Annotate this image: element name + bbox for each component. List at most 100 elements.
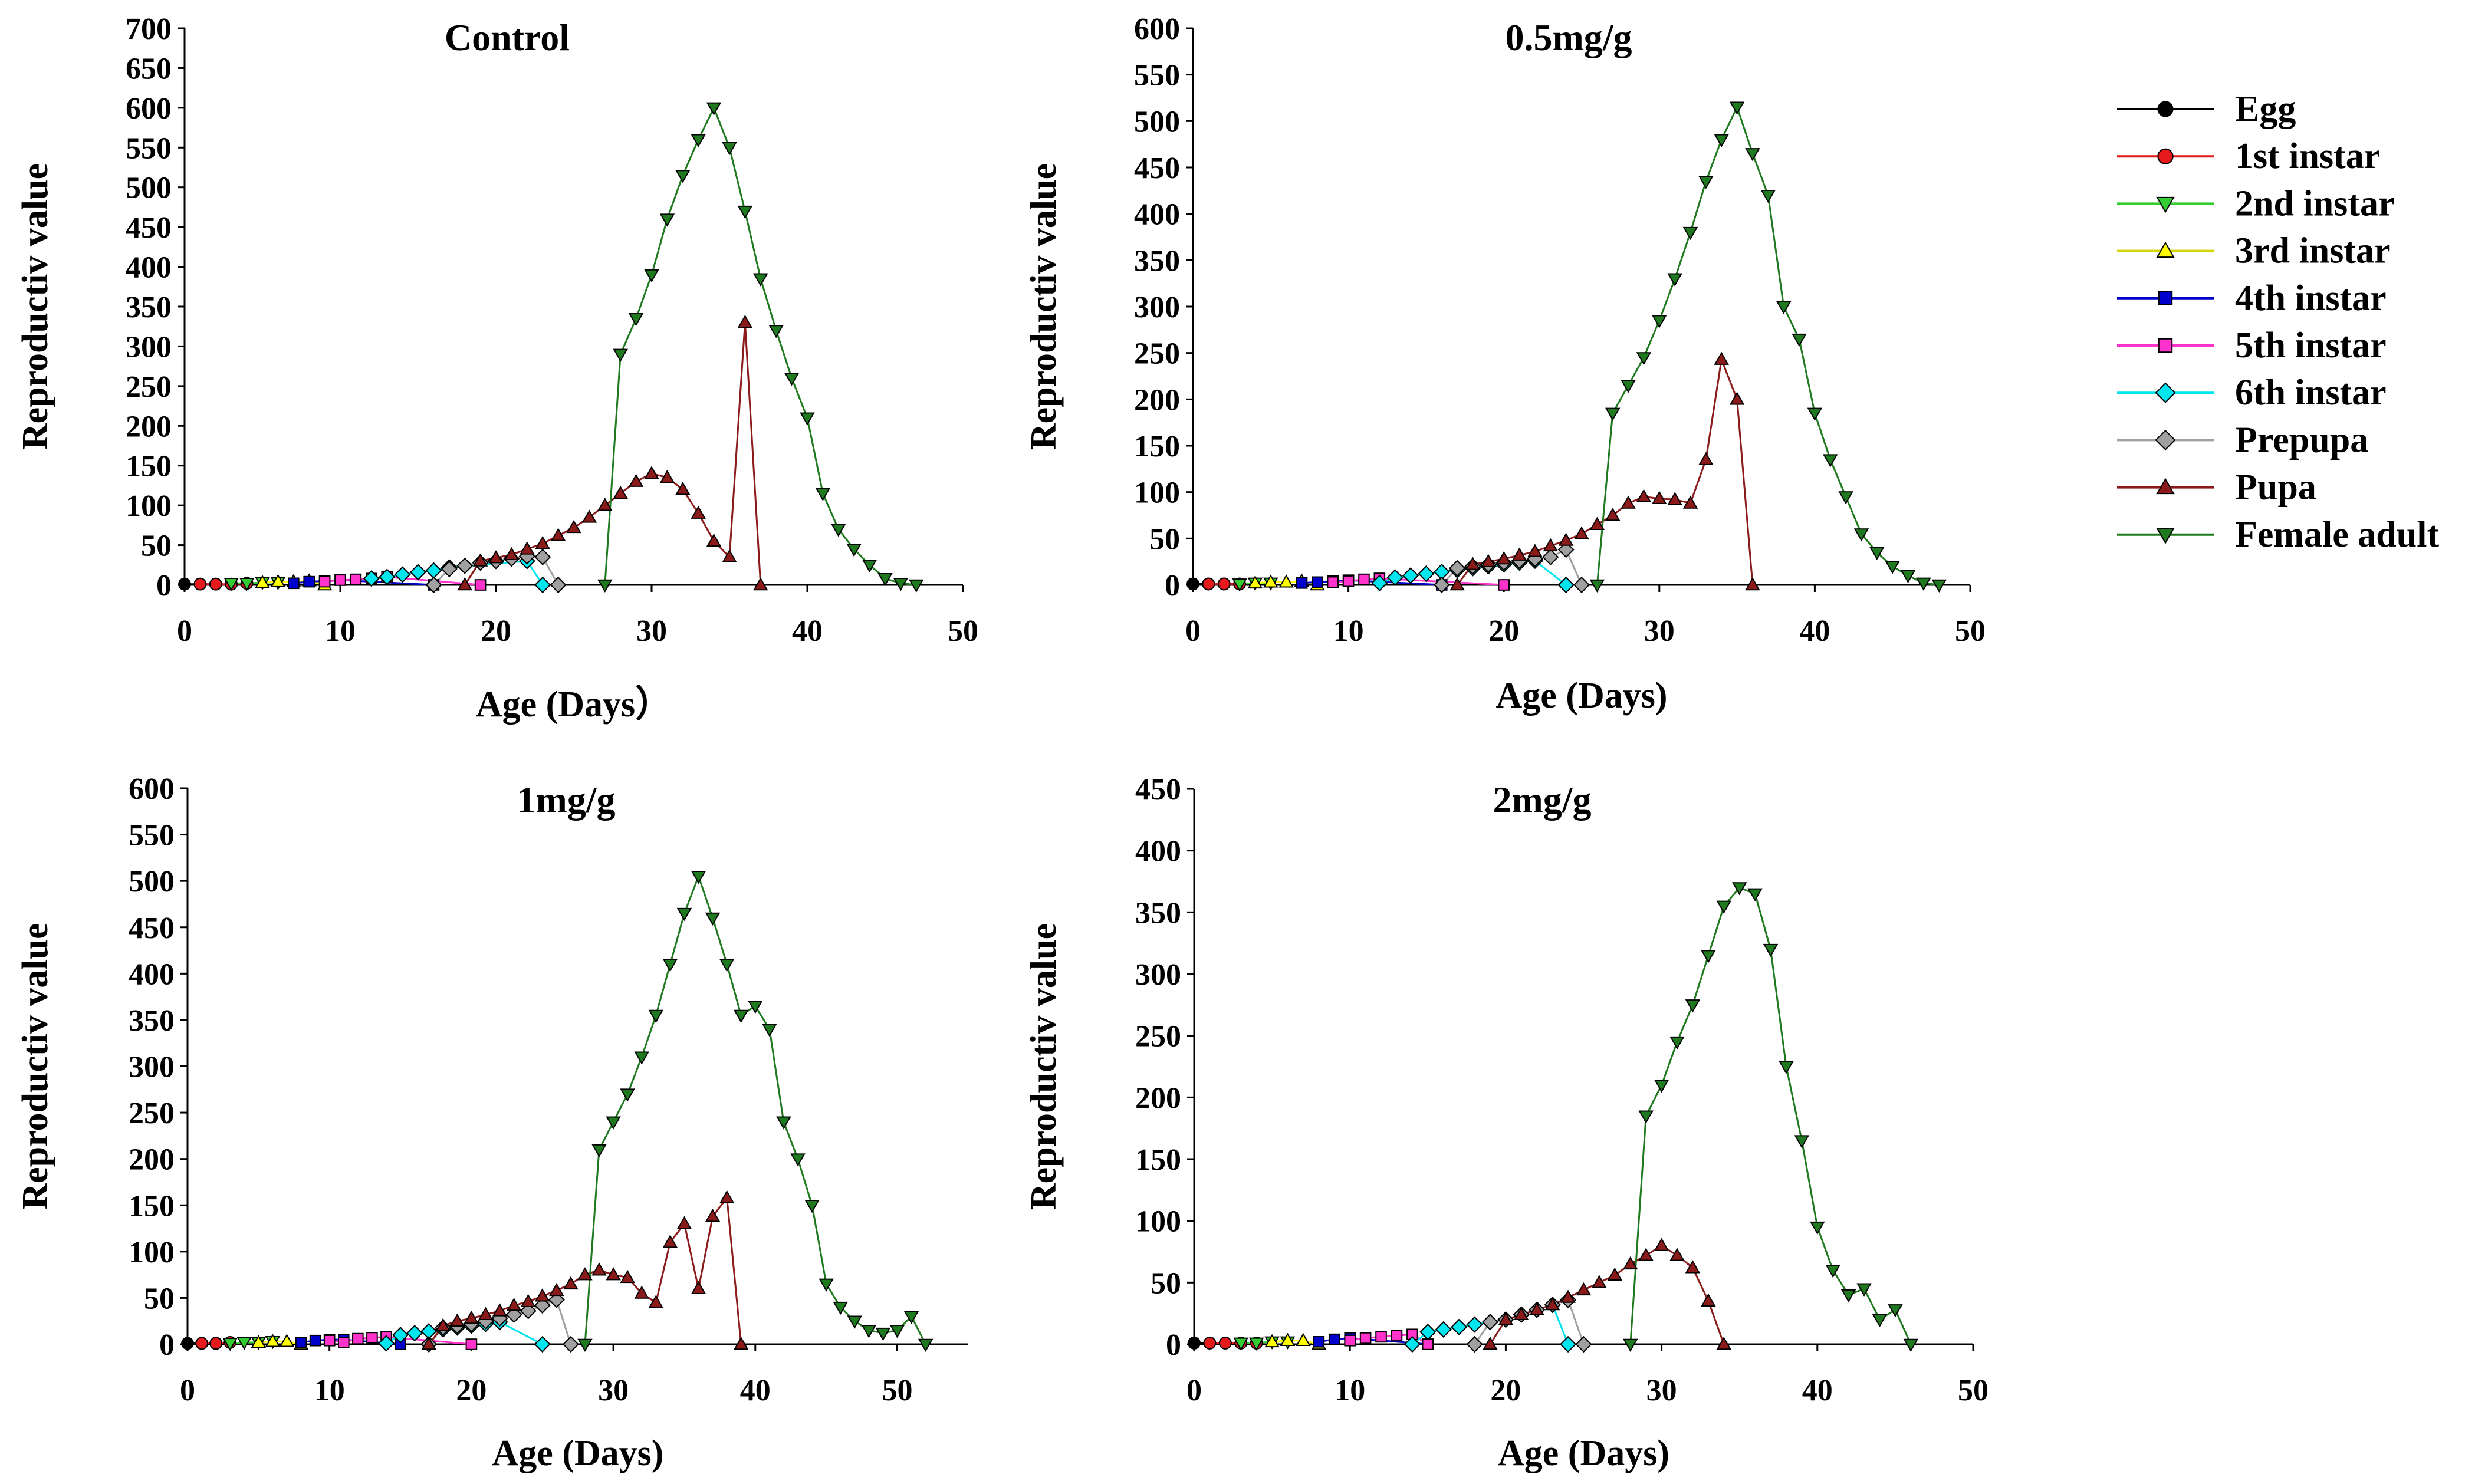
x-tick-label: 20 — [1490, 1374, 1521, 1407]
x-tick-label: 10 — [314, 1374, 345, 1407]
data-point-pupa — [1623, 1256, 1638, 1270]
data-point-prepupa — [1466, 1335, 1483, 1353]
y-tick-label: 450 — [1134, 152, 1180, 185]
legend-item: Prepupa — [2117, 420, 2368, 460]
data-point-5th-instar — [1422, 1338, 1434, 1350]
data-point-female-adult — [889, 1325, 905, 1338]
x-tick-label: 0 — [1185, 614, 1201, 648]
data-point-female-adult — [1776, 301, 1792, 315]
y-tick-label: 600 — [129, 772, 175, 806]
data-point-female-adult — [1888, 1304, 1903, 1318]
data-point-4th-instar — [1328, 1333, 1340, 1345]
data-point-2nd-instar — [239, 578, 255, 591]
data-point-female-adult — [1701, 950, 1716, 963]
data-point-3rd-instar — [255, 574, 270, 588]
data-point-5th-instar — [334, 574, 346, 586]
data-point-female-adult — [597, 579, 613, 593]
data-point-female-adult — [1810, 1221, 1825, 1235]
legend-item: 6th instar — [2117, 373, 2387, 413]
data-point-female-adult — [577, 1338, 593, 1353]
data-point-6th-instar — [406, 1325, 423, 1342]
data-point-1st-instar — [193, 577, 207, 591]
data-point-1st-instar — [195, 1337, 208, 1350]
data-point-pupa — [1652, 491, 1667, 504]
data-point-pupa — [1511, 547, 1527, 561]
data-point-female-adult — [662, 959, 678, 972]
data-point-pupa — [613, 485, 628, 499]
data-point-pupa — [675, 482, 691, 495]
data-point-1st-instar — [1203, 1337, 1217, 1350]
data-point-pupa — [1667, 492, 1682, 505]
chart-panel-3: 0 50 100 150 200 250 300 350 400 450 500 550 600 0 10 2… — [15, 772, 968, 1473]
data-point-female-adult — [790, 1153, 806, 1167]
legend-marker — [2158, 291, 2173, 306]
x-tick-label: 30 — [636, 614, 667, 648]
y-tick-label: 200 — [129, 1143, 175, 1177]
data-point-pupa — [577, 1267, 593, 1281]
data-point-pupa — [753, 577, 768, 591]
data-point-female-adult — [831, 524, 846, 537]
y-tick-label: 300 — [129, 1051, 175, 1084]
y-axis-label: Reproductiv value — [1024, 163, 1064, 450]
legend-marker — [2156, 241, 2175, 258]
data-point-5th-instar — [1342, 575, 1355, 587]
x-tick-label: 40 — [792, 614, 823, 648]
legend-marker — [2157, 148, 2174, 164]
data-point-pupa — [691, 1281, 706, 1294]
data-point-5th-instar — [1359, 1332, 1372, 1344]
series-line-4th-instar — [1319, 1337, 1428, 1345]
data-point-6th-instar — [392, 1327, 409, 1344]
data-point-3rd-instar — [1278, 574, 1294, 588]
data-point-female-adult — [804, 1200, 820, 1213]
data-point-prepupa — [1575, 1335, 1592, 1353]
data-point-3rd-instar — [1296, 1332, 1311, 1346]
data-point-female-adult — [1716, 900, 1732, 914]
data-point-2nd-instar — [1248, 1337, 1264, 1351]
data-point-pupa — [597, 498, 613, 511]
data-point-female-adult — [659, 213, 675, 227]
data-point-egg — [178, 577, 191, 591]
data-point-female-adult — [768, 325, 784, 338]
x-axis-label: Age (Days) — [492, 1433, 663, 1473]
data-point-female-adult — [833, 1301, 848, 1315]
data-point-6th-instar — [1418, 565, 1435, 583]
data-point-female-adult — [1669, 1036, 1685, 1050]
x-tick-label: 40 — [1799, 614, 1830, 648]
data-point-6th-instar — [1557, 576, 1575, 594]
data-point-6th-instar — [379, 568, 396, 585]
data-point-2nd-instar — [1232, 578, 1247, 592]
data-point-6th-instar — [394, 566, 411, 583]
data-point-2nd-instar — [1233, 1337, 1248, 1351]
legend-marker — [2155, 382, 2176, 403]
data-point-female-adult — [800, 412, 815, 426]
x-tick-label: 40 — [740, 1374, 771, 1407]
data-point-5th-instar — [337, 1337, 350, 1348]
data-point-pupa — [737, 314, 753, 328]
y-tick-label: 50 — [1151, 1266, 1181, 1300]
x-tick-label: 50 — [948, 614, 978, 648]
data-point-6th-instar — [534, 576, 551, 594]
data-point-2nd-instar — [222, 1338, 238, 1351]
data-point-prepupa — [1573, 576, 1590, 594]
data-point-5th-instar — [1375, 1331, 1387, 1343]
data-point-1st-instar — [1218, 1337, 1232, 1350]
data-point-5th-instar — [352, 1332, 364, 1345]
data-point-female-adult — [719, 959, 735, 972]
legend-item: 3rd instar — [2117, 231, 2391, 271]
data-point-4th-instar — [295, 1337, 307, 1348]
data-point-prepupa — [1481, 1314, 1499, 1331]
data-point-female-adult — [691, 134, 706, 147]
data-point-6th-instar — [377, 1335, 395, 1352]
data-point-female-adult — [648, 1009, 664, 1024]
chart-title: Control — [445, 17, 570, 58]
y-tick-label: 400 — [129, 957, 175, 991]
y-tick-label: 400 — [1135, 835, 1181, 868]
x-tick-label: 50 — [1958, 1374, 1988, 1407]
data-point-female-adult — [847, 1315, 863, 1329]
data-point-5th-instar — [318, 575, 331, 588]
data-point-pupa — [1685, 1260, 1701, 1274]
y-tick-label: 400 — [126, 251, 172, 285]
data-point-pupa — [1682, 495, 1698, 509]
y-tick-label: 350 — [126, 291, 172, 324]
data-point-pupa — [581, 509, 597, 523]
